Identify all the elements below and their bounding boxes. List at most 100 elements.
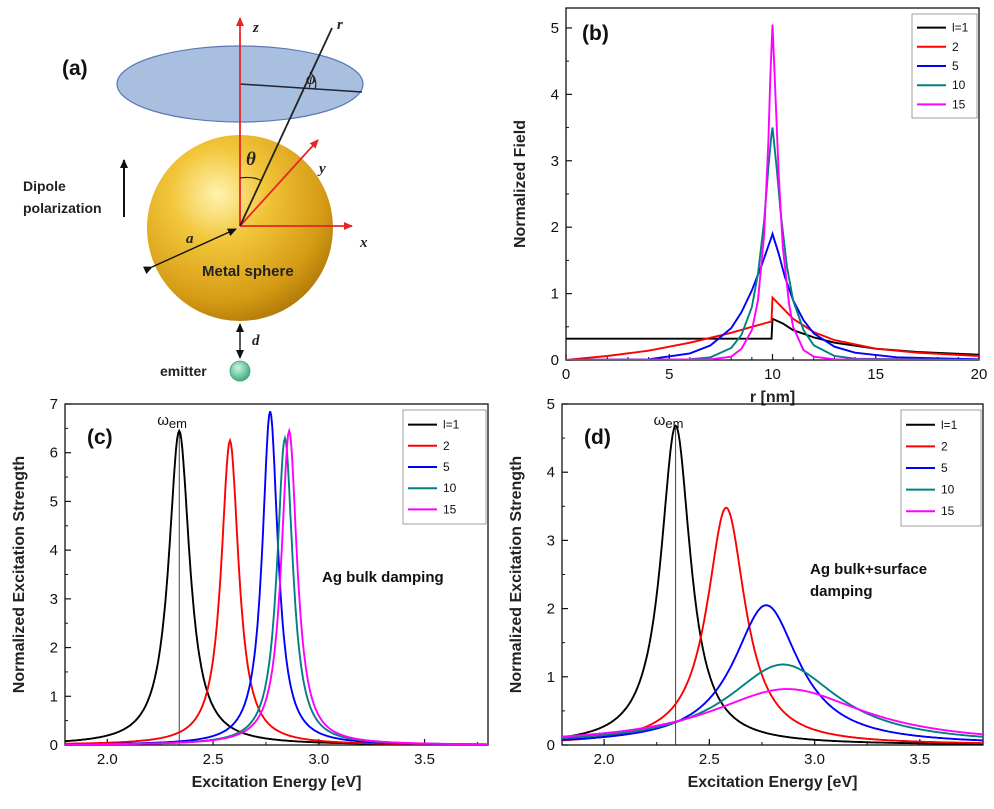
y-tick-label: 2	[551, 219, 559, 236]
legend-label: 15	[952, 97, 966, 111]
omega-symbol: ω	[157, 412, 169, 429]
annotation-text-line1: Ag bulk+surface	[810, 561, 927, 578]
x-tick-label: 15	[867, 366, 884, 383]
annotation-text-line2: damping	[810, 583, 873, 600]
y-tick-label: 5	[547, 396, 555, 413]
chart-panel-c: 2.0 2.5 3.0 3.5 0 1 2 3 4 5 6 7 Excitation Energy [e…	[11, 396, 489, 791]
emitter-dot	[229, 360, 251, 382]
panel-a-diagram: (a) φ z x y r θ a Metal sphere Dipole po…	[23, 17, 368, 382]
metal-sphere	[147, 135, 333, 321]
series-line-5	[566, 230, 979, 360]
legend-label: l=1	[941, 418, 958, 432]
y-axis-title: Normalized Excitation Strength	[11, 456, 28, 693]
y-tick-label: 3	[547, 532, 555, 549]
series-line-15	[562, 688, 983, 738]
series-line-2	[562, 506, 983, 745]
panel-label: (b)	[582, 22, 609, 45]
panel-label: (d)	[584, 426, 611, 449]
panel-a-label: (a)	[62, 57, 88, 80]
x-tick-label: 5	[665, 366, 673, 383]
y-axis-arrow	[239, 139, 319, 227]
y-tick-label: 1	[50, 688, 58, 705]
legend-label: 15	[941, 504, 955, 518]
x-axis-title: Excitation Energy [eV]	[688, 774, 858, 791]
y-tick-label: 1	[547, 669, 555, 686]
annotation-text: Ag bulk damping	[322, 569, 444, 586]
theta-arc	[239, 176, 263, 182]
y-tick-label: 2	[547, 601, 555, 618]
panel-label: (c)	[87, 426, 113, 449]
y-tick-label: 0	[551, 352, 559, 369]
emitter-label: emitter	[160, 363, 207, 379]
phi-symbol: φ	[306, 69, 316, 88]
r-vector-line	[239, 27, 333, 227]
x-tick-label: 2.0	[594, 751, 615, 768]
legend-label: 5	[941, 461, 948, 475]
x-tick-label: 10	[764, 366, 781, 383]
legend-label: l=1	[443, 418, 460, 432]
series-line-l1	[562, 424, 983, 745]
omega-em-label: ωem	[157, 412, 187, 431]
y-tick-label: 5	[551, 20, 559, 37]
legend-label: 2	[443, 439, 450, 453]
y-tick-label: 0	[50, 737, 58, 754]
series-line-15	[566, 24, 979, 360]
legend-label: 5	[952, 59, 959, 73]
distance-d-label: d	[252, 333, 260, 349]
legend-label: l=1	[952, 21, 969, 35]
x-tick-label: 20	[971, 366, 988, 383]
x-tick-label: 3.0	[308, 751, 329, 768]
legend-label: 15	[443, 502, 457, 516]
series-line-l1	[566, 317, 979, 356]
radius-a-arrow	[143, 228, 237, 274]
y-tick-label: 0	[547, 737, 555, 754]
y-tick-label: 4	[50, 542, 58, 559]
r-vector-label: r	[337, 17, 343, 33]
legend-label: 10	[443, 481, 457, 495]
metal-sphere-label: Metal sphere	[202, 263, 294, 280]
omega-em-label: ωem	[654, 412, 684, 431]
y-axis-title: Normalized Excitation Strength	[508, 456, 525, 693]
x-axis-title: Excitation Energy [eV]	[192, 774, 362, 791]
z-axis-label: z	[252, 20, 259, 36]
y-tick-label: 3	[551, 153, 559, 170]
chart-panel-d: 2.0 2.5 3.0 3.5 0 1 2 3 4 5 Excitation Energy [eV]…	[508, 396, 984, 791]
x-tick-label: 2.0	[97, 751, 118, 768]
disk-radius-line	[239, 83, 363, 93]
omega-subscript: em	[665, 416, 683, 431]
dipole-label-line2: polarization	[23, 200, 102, 216]
x-axis-label: x	[359, 235, 368, 251]
x-axis-title: r [nm]	[750, 389, 795, 406]
legend-label: 10	[941, 483, 955, 497]
legend-label: 10	[952, 78, 966, 92]
legend-label: 2	[952, 40, 959, 54]
series-line-10	[562, 663, 983, 740]
legend-label: 5	[443, 460, 450, 474]
omega-symbol: ω	[654, 412, 666, 429]
y-tick-label: 3	[50, 591, 58, 608]
series-line-2	[566, 295, 979, 360]
y-tick-label: 6	[50, 445, 58, 462]
y-tick-label: 7	[50, 396, 58, 413]
y-tick-label: 5	[50, 493, 58, 510]
series-line-15	[65, 427, 488, 745]
x-tick-label: 3.0	[804, 751, 825, 768]
x-tick-label: 3.5	[414, 751, 435, 768]
dipole-label-line1: Dipole	[23, 178, 66, 194]
legend-label: 2	[941, 439, 948, 453]
y-tick-label: 4	[547, 464, 555, 481]
x-tick-label: 0	[562, 366, 570, 383]
series-line-10	[566, 127, 979, 360]
x-tick-label: 2.5	[699, 751, 720, 768]
x-tick-label: 3.5	[909, 751, 930, 768]
series-line-5	[562, 604, 983, 742]
omega-subscript: em	[169, 416, 187, 431]
y-axis-title: Normalized Field	[512, 120, 529, 248]
radius-a-label: a	[186, 231, 194, 247]
y-tick-label: 2	[50, 640, 58, 657]
y-axis-label: y	[317, 161, 326, 177]
theta-symbol: θ	[246, 149, 256, 170]
x-tick-label: 2.5	[203, 751, 224, 768]
chart-panel-b: 0 5 10 15 20 0 1 2 3 4 5 r [nm] Normalized Field (b) l…	[512, 7, 988, 406]
